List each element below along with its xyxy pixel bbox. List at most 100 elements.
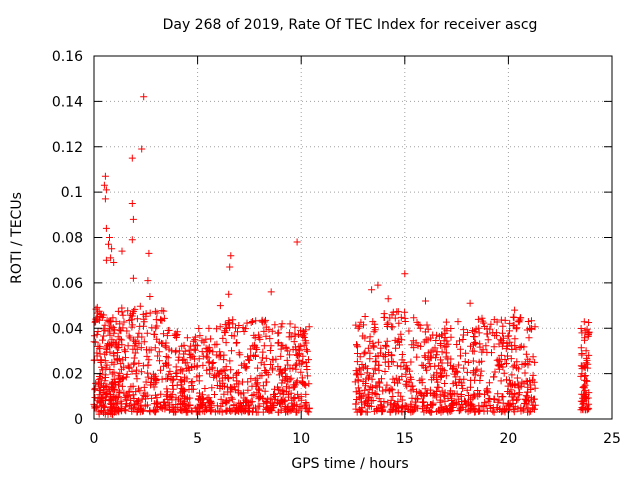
data-point	[97, 357, 105, 365]
data-point	[291, 361, 299, 369]
data-point	[459, 336, 467, 343]
data-point	[146, 309, 154, 317]
data-point	[222, 399, 230, 407]
data-point	[284, 378, 292, 386]
data-point	[133, 366, 140, 374]
data-point	[278, 398, 286, 406]
data-point	[515, 391, 523, 399]
data-point	[92, 338, 100, 346]
data-point	[102, 256, 110, 264]
data-point	[297, 368, 305, 376]
data-point	[116, 389, 124, 396]
data-point	[226, 263, 234, 271]
data-point	[140, 322, 147, 330]
data-point	[167, 392, 175, 400]
data-point	[371, 324, 379, 331]
data-point	[121, 348, 129, 356]
data-point	[124, 307, 132, 315]
data-point	[173, 328, 181, 336]
data-point	[118, 382, 126, 390]
data-point	[474, 315, 482, 323]
data-point	[513, 374, 521, 382]
data-point	[168, 403, 176, 411]
y-tick-label: 0.1	[61, 185, 83, 201]
data-point	[100, 382, 108, 390]
data-point	[222, 407, 230, 415]
data-point	[394, 389, 402, 397]
data-point	[249, 318, 256, 325]
data-point	[140, 338, 148, 346]
data-point	[531, 384, 539, 392]
data-point	[479, 346, 487, 354]
data-point	[299, 379, 307, 386]
data-point	[145, 356, 153, 364]
data-point	[371, 364, 379, 372]
data-point	[476, 340, 484, 348]
data-point	[188, 385, 196, 393]
data-point	[441, 380, 449, 387]
data-point	[241, 405, 249, 412]
data-point	[364, 365, 372, 373]
data-point	[501, 356, 509, 363]
data-point	[221, 374, 229, 382]
data-point	[248, 382, 256, 390]
data-point	[379, 387, 387, 395]
data-point	[432, 351, 440, 359]
data-point	[578, 351, 586, 359]
data-point	[257, 393, 264, 401]
data-point	[523, 326, 531, 334]
data-point	[408, 341, 416, 349]
data-point	[201, 385, 209, 392]
data-point	[179, 356, 187, 364]
data-point	[495, 355, 503, 363]
data-point	[517, 314, 525, 322]
data-point	[101, 371, 109, 379]
data-point	[252, 351, 259, 359]
data-point	[241, 363, 249, 371]
data-point	[187, 379, 195, 387]
data-point	[442, 405, 450, 412]
data-point	[582, 347, 590, 355]
data-point	[132, 340, 140, 348]
data-point	[469, 369, 477, 377]
data-point	[497, 377, 505, 385]
data-point	[452, 373, 460, 381]
data-point	[128, 154, 136, 162]
data-point	[521, 400, 529, 407]
data-point	[207, 400, 215, 408]
data-point	[404, 405, 412, 413]
data-point	[437, 373, 445, 380]
data-point	[364, 402, 372, 409]
data-point	[460, 364, 468, 372]
data-point	[392, 374, 400, 382]
data-point	[513, 324, 521, 332]
data-point	[514, 317, 522, 325]
data-point	[393, 362, 401, 370]
data-point	[416, 321, 424, 329]
data-point	[126, 311, 134, 319]
data-point	[441, 397, 449, 405]
data-point	[99, 366, 107, 374]
data-point	[221, 367, 229, 375]
data-point	[382, 341, 389, 349]
data-point	[191, 346, 199, 354]
data-point	[163, 361, 171, 369]
data-point	[114, 407, 122, 415]
data-point	[129, 274, 137, 282]
data-point	[517, 404, 525, 412]
x-tick-label: 0	[90, 431, 99, 447]
data-point	[199, 407, 207, 415]
data-point	[256, 386, 264, 394]
data-point	[221, 382, 228, 390]
data-point	[277, 352, 285, 360]
data-point	[526, 357, 534, 365]
data-point	[582, 393, 590, 401]
data-point	[147, 346, 155, 354]
data-point	[449, 390, 457, 398]
data-point	[219, 379, 227, 387]
data-point	[278, 320, 286, 328]
data-point	[139, 362, 147, 370]
data-point	[247, 319, 255, 326]
data-point	[508, 371, 516, 379]
data-point	[267, 361, 275, 368]
